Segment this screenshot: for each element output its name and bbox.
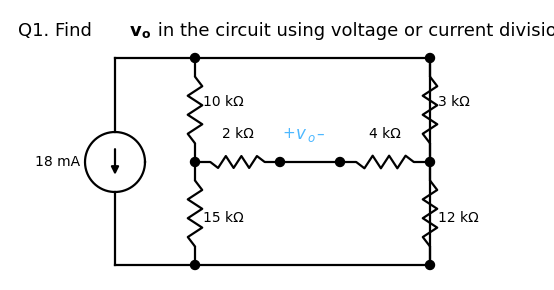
Circle shape — [425, 53, 434, 63]
Circle shape — [191, 53, 199, 63]
Text: 18 mA: 18 mA — [35, 155, 80, 169]
Text: 2 kΩ: 2 kΩ — [222, 127, 253, 141]
Circle shape — [425, 157, 434, 166]
Text: Q1. Find: Q1. Find — [18, 22, 98, 40]
Circle shape — [275, 157, 285, 166]
Text: +: + — [282, 126, 295, 142]
Text: 10 kΩ: 10 kΩ — [203, 95, 244, 109]
Text: in the circuit using voltage or current division.: in the circuit using voltage or current … — [152, 22, 554, 40]
Text: 15 kΩ: 15 kΩ — [203, 211, 244, 226]
Text: v: v — [130, 22, 142, 40]
Text: 12 kΩ: 12 kΩ — [438, 211, 479, 226]
Circle shape — [191, 260, 199, 269]
Circle shape — [191, 157, 199, 166]
Text: 4 kΩ: 4 kΩ — [369, 127, 401, 141]
Circle shape — [336, 157, 345, 166]
Text: 3 kΩ: 3 kΩ — [438, 95, 470, 109]
Text: o: o — [142, 28, 151, 41]
Text: v: v — [296, 125, 306, 143]
Text: o: o — [307, 133, 314, 146]
Circle shape — [425, 260, 434, 269]
Text: –: – — [316, 126, 324, 142]
